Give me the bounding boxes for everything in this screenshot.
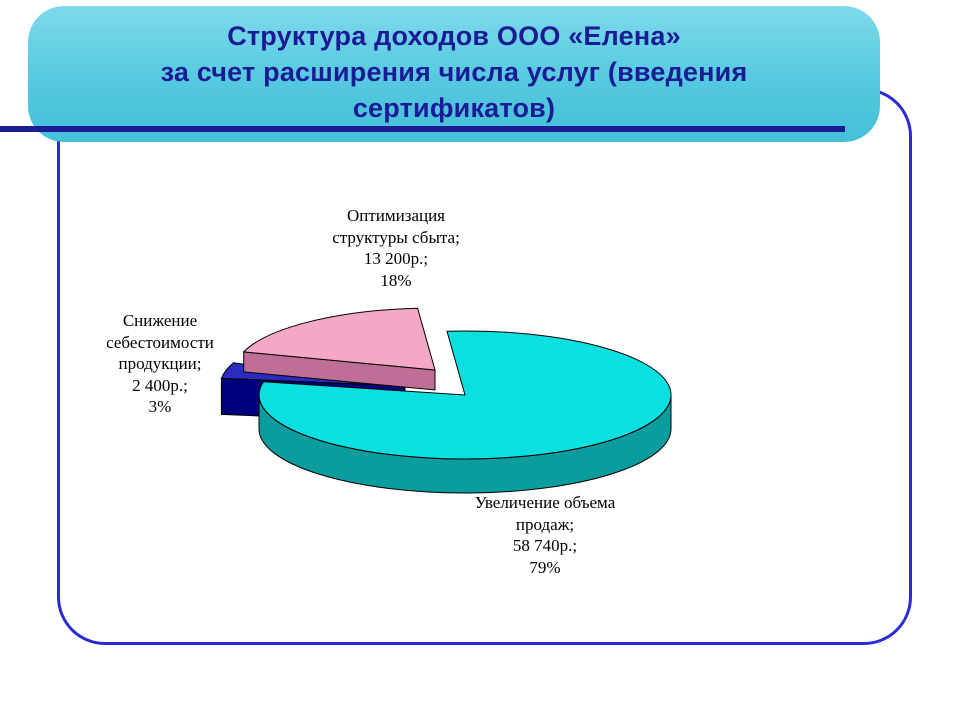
slide-title-line-3: сертификатов) <box>352 93 556 123</box>
pie-label-line: 18% <box>380 270 412 290</box>
pie-slice-optimization-top <box>242 307 436 371</box>
pie-label-line: 13 200р.; <box>363 249 429 268</box>
slide-title-line-1: Структура доходов ООО «Елена» <box>227 21 681 51</box>
pie-label-line: продукции; <box>118 354 202 373</box>
pie-label-line: Снижение <box>122 311 198 330</box>
pie-label-line: 3% <box>148 397 172 416</box>
pie-label-line: 2 400р.; <box>132 375 188 395</box>
pie-label-line: 79% <box>529 557 561 577</box>
slide-title-line-2: за счет расширения числа услуг (введения <box>160 57 748 87</box>
pie-label-line: 58 740р.; <box>512 536 578 555</box>
pie-label-line: Оптимизация <box>346 206 446 225</box>
title-banner: Структура доходов ООО «Елена» за счет ра… <box>28 6 880 142</box>
pie-label-optimization: Оптимизация структуры сбыта; 13 200р.; 1… <box>271 205 521 291</box>
pie-label-line: продаж; <box>515 514 575 534</box>
pie-label-line: себестоимости <box>106 332 214 352</box>
pie-label-sales-volume: Увеличение объема продаж; 58 740р.; 79% <box>420 492 670 578</box>
pie-label-line: структуры сбыта; <box>332 227 460 247</box>
pie-label-cost-reduction: Снижение себестоимости продукции; 2 400р… <box>55 310 265 418</box>
title-underline-bar <box>0 126 845 132</box>
pie-slice-sales-top <box>258 330 672 460</box>
pie-label-line: Увеличение объема <box>474 493 616 512</box>
